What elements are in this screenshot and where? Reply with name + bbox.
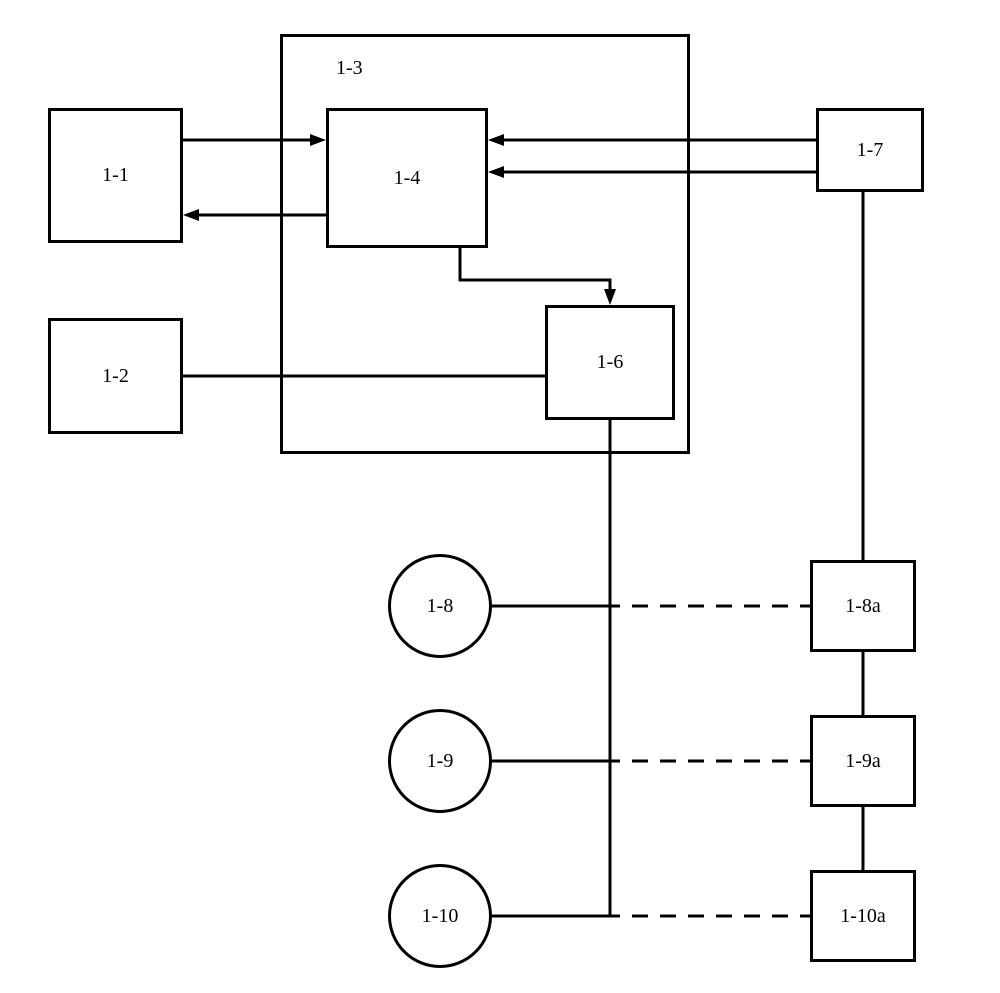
node-1-9: 1-9 [388, 709, 492, 813]
block-1-7: 1-7 [816, 108, 924, 192]
block-1-4: 1-4 [326, 108, 488, 248]
block-1-9a: 1-9a [810, 715, 916, 807]
block-1-6: 1-6 [545, 305, 675, 420]
block-1-2: 1-2 [48, 318, 183, 434]
block-1-8a: 1-8a [810, 560, 916, 652]
block-1-7-label: 1-7 [857, 139, 884, 162]
block-1-9a-label: 1-9a [845, 750, 881, 773]
diagram-canvas: 1-3 1-1 1-2 1-4 1-6 1-7 1-8a 1-9a 1-10a … [0, 0, 1000, 993]
node-1-10-label: 1-10 [422, 905, 459, 928]
block-1-4-label: 1-4 [394, 167, 421, 190]
block-1-10a: 1-10a [810, 870, 916, 962]
node-1-8-label: 1-8 [427, 595, 454, 618]
block-1-1: 1-1 [48, 108, 183, 243]
node-1-10: 1-10 [388, 864, 492, 968]
block-1-2-label: 1-2 [102, 365, 129, 388]
label-1-3: 1-3 [336, 57, 363, 80]
node-1-9-label: 1-9 [427, 750, 454, 773]
node-1-8: 1-8 [388, 554, 492, 658]
block-1-10a-label: 1-10a [840, 905, 886, 928]
block-1-8a-label: 1-8a [845, 595, 881, 618]
block-1-6-label: 1-6 [597, 351, 624, 374]
block-1-1-label: 1-1 [102, 164, 129, 187]
